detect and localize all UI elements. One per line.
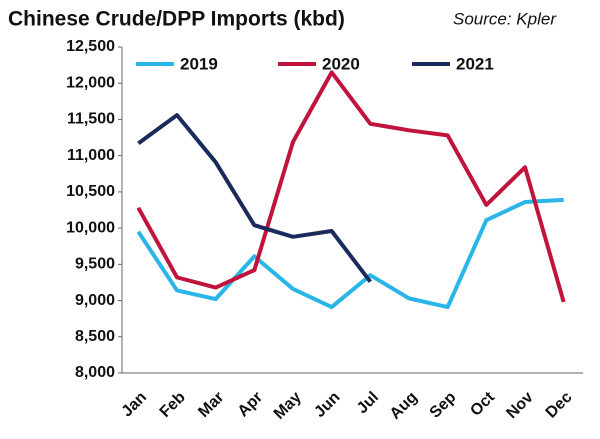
y-tick-label: 10,000: [66, 219, 115, 236]
legend-label: 2020: [322, 54, 360, 73]
series-line: [136, 197, 564, 310]
x-tick-label: Nov: [503, 389, 536, 422]
x-tick-label: Apr: [235, 389, 267, 421]
x-tick-label: Mar: [195, 389, 227, 421]
y-tick-label: 9,000: [75, 292, 115, 309]
series-line: [136, 70, 566, 303]
source: Source: Kpler: [453, 9, 557, 28]
y-tick-label: 11,000: [67, 147, 115, 164]
y-tick-label: 12,500: [66, 38, 115, 55]
chart-title: Chinese Crude/DPP Imports (kbd): [8, 8, 345, 31]
x-tick-label: Feb: [157, 389, 189, 421]
x-tick-label: Dec: [543, 389, 576, 422]
y-tick-label: 9,500: [75, 256, 115, 273]
series-line: [137, 113, 372, 283]
legend-label: 2021: [456, 54, 494, 73]
x-tick-label: May: [271, 389, 305, 423]
y-tick-label: 12,000: [66, 74, 115, 91]
x-tick-label: Jul: [354, 389, 382, 417]
x-tick-label: Jun: [311, 389, 343, 421]
y-tick-label: 8,000: [75, 364, 115, 381]
y-tick-label: 11,500: [67, 111, 115, 128]
x-tick-label: Jan: [119, 389, 151, 421]
y-tick-label: 10,500: [66, 183, 115, 200]
x-tick-label: Oct: [467, 388, 498, 419]
legend-label: 2019: [180, 54, 218, 73]
x-tick-label: Sep: [427, 389, 460, 422]
y-tick-label: 8,500: [75, 328, 115, 345]
x-tick-label: Aug: [387, 389, 421, 423]
